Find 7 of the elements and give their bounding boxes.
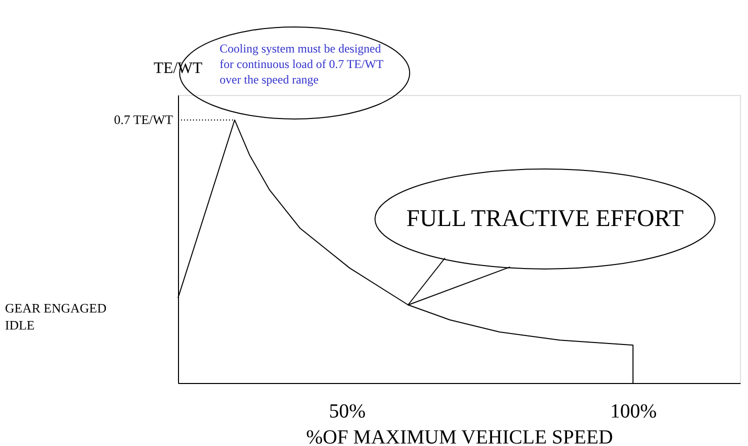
text: GEAR ENGAGED IDLE <box>5 300 106 332</box>
x-tick-label: 50% <box>328 400 366 422</box>
x-axis-title: %OF MAXIMUM VEHICLE SPEED <box>306 426 613 446</box>
annotation: Cooling system must be designed for continuous load of 0.7 TE/WT over the speed range <box>220 41 384 87</box>
annotation: FULL TRACTIVE EFFORT <box>406 206 684 232</box>
x-tick-label: 100% <box>610 400 657 422</box>
ref-line-label: 0.7 TE/WT <box>114 112 174 127</box>
